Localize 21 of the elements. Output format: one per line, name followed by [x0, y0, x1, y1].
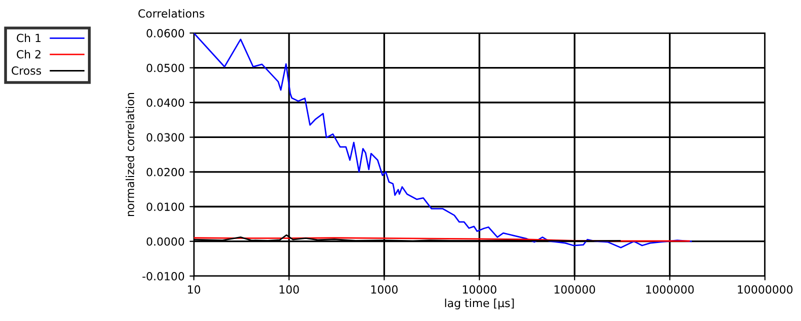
x-tick-label: 1000 — [371, 285, 398, 294]
y-tick-label: -0.0100 — [142, 272, 184, 280]
x-tick-label: 10 — [188, 285, 200, 294]
legend-label: Cross — [12, 66, 42, 75]
y-tick-label: 0.0000 — [146, 237, 184, 246]
y-tick-label: 0.0500 — [146, 64, 184, 72]
y-tick-label: 0.0200 — [146, 168, 184, 176]
x-tick-label: 100 — [280, 285, 299, 294]
x-tick-label: 100000 — [554, 285, 596, 294]
x-tick-label: 10000000 — [738, 285, 792, 294]
x-axis-title: lag time [µs] — [445, 298, 514, 310]
x-tick-label: 10000 — [462, 285, 496, 294]
legend-label: Ch 1 — [16, 34, 41, 42]
y-tick-label: 0.0100 — [146, 202, 184, 212]
y-axis-title: normalized correlation — [126, 93, 134, 216]
y-tick-label: 0.0400 — [146, 98, 184, 107]
chart-title: Correlations — [138, 9, 204, 18]
y-tick-label: 0.0600 — [146, 29, 184, 38]
y-tick-label: 0.0300 — [146, 133, 184, 142]
legend-label: Ch 2 — [16, 50, 40, 58]
x-tick-label: 1000000 — [646, 285, 694, 294]
